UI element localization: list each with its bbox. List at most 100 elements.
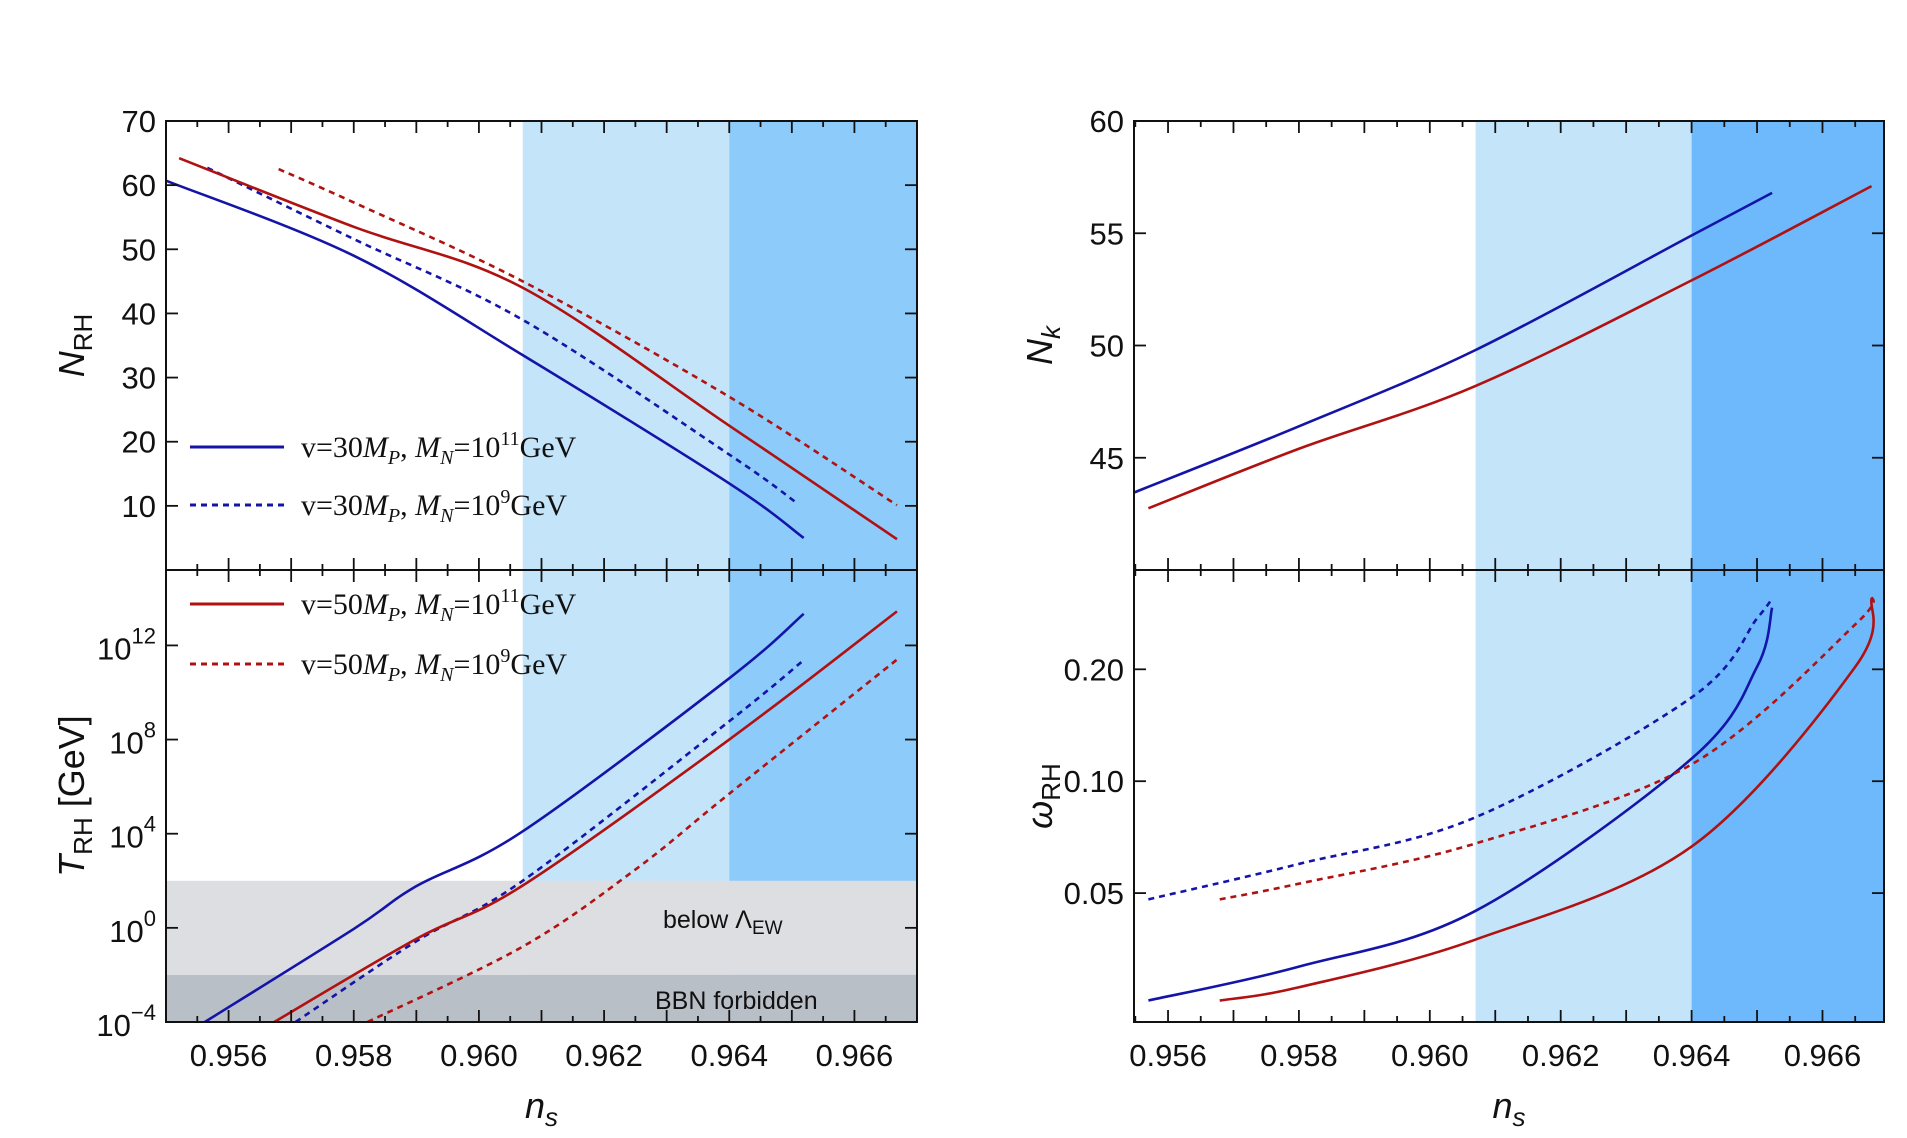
series-line-red-solid xyxy=(1219,598,1875,1002)
legend-label-part: P xyxy=(387,505,400,527)
legend-label-part: N xyxy=(439,664,455,686)
y-tick-label: 100 xyxy=(109,906,156,949)
legend-label: v=30MP, MN=109GeV xyxy=(301,486,567,527)
legend-label-part: =10 xyxy=(453,489,500,522)
x-tick-label: 0.964 xyxy=(1653,1038,1731,1073)
legend-label-part: v=30 xyxy=(301,431,363,464)
tick-base: 10 xyxy=(109,726,143,761)
x-tick-label: 0.962 xyxy=(1522,1038,1600,1073)
legend-label-part: M xyxy=(414,489,442,522)
tick-base: 10 xyxy=(109,914,143,949)
y-tick-label: 50 xyxy=(122,232,156,267)
excluded-band xyxy=(166,880,917,975)
y-tick-label: 0.10 xyxy=(1064,764,1124,799)
legend-label-part: P xyxy=(387,447,400,469)
legend-label-part: 9 xyxy=(500,645,510,667)
y-tick-label: 10 xyxy=(122,489,156,524)
legend-label-part: v=50 xyxy=(301,588,363,621)
legend-label-part: GeV xyxy=(520,431,577,464)
x-tick-label: 0.960 xyxy=(440,1038,518,1073)
tick-exponent: 8 xyxy=(144,718,156,743)
x-tick-label: 0.958 xyxy=(1260,1038,1338,1073)
legend-label-part: M xyxy=(362,648,390,681)
y-label-main: ω xyxy=(1019,801,1060,829)
legend-label-part: N xyxy=(439,505,455,527)
series-line-blue-dotted xyxy=(1148,597,1774,901)
legend-label: v=50MP, MN=109GeV xyxy=(301,645,567,686)
legend-item: v=50MP, MN=1011GeV xyxy=(190,585,577,626)
y-label-sub: RH xyxy=(68,314,98,352)
legend-label-part: M xyxy=(414,431,442,464)
tick-exponent: 4 xyxy=(144,812,156,837)
legend-item: v=50MP, MN=109GeV xyxy=(190,645,567,686)
tick-exponent: 0 xyxy=(144,906,156,931)
y-tick-label: 60 xyxy=(1090,104,1124,139)
x-axis-label: ns xyxy=(525,1085,558,1132)
y-label-sub: RH xyxy=(1036,763,1066,801)
shaded-region-dark xyxy=(729,121,917,570)
series-line-blue-solid xyxy=(204,612,805,1022)
legend-label-part: N xyxy=(439,447,455,469)
band-label-sub: EW xyxy=(752,918,783,939)
legend-label: v=50MP, MN=1011GeV xyxy=(301,585,577,626)
panel-nk: 45 50 55 60 Nk xyxy=(1019,104,1885,571)
y-tick-label: 50 xyxy=(1090,329,1124,364)
tick-base: 10 xyxy=(97,631,131,666)
y-axis-label: NRH xyxy=(51,314,98,378)
band-label: BBN forbidden xyxy=(655,987,818,1015)
x-label-main: n xyxy=(525,1085,545,1126)
legend-label-part: , xyxy=(400,588,415,621)
legend-label: v=30MP, MN=1011GeV xyxy=(301,428,577,469)
legend-label-part: M xyxy=(362,431,390,464)
y-axis-label: TRH [GeV] xyxy=(51,715,98,877)
legend-label-part: M xyxy=(414,588,442,621)
series-line-red-solid xyxy=(273,610,898,1022)
y-tick-label: 1012 xyxy=(97,623,156,666)
y-label-sub: RH xyxy=(68,817,98,855)
tick-exponent: −4 xyxy=(131,1000,156,1025)
x-tick-label: 0.964 xyxy=(690,1038,768,1073)
y-tick-label: 40 xyxy=(122,296,156,331)
legend-label-part: P xyxy=(387,664,400,686)
legend-label-part: GeV xyxy=(520,588,577,621)
y-label-main: N xyxy=(1019,338,1060,365)
legend-label-part: M xyxy=(414,648,442,681)
series-line-blue-dotted xyxy=(206,166,799,505)
y-tick-label: 104 xyxy=(109,812,156,855)
series-line-red-solid xyxy=(178,156,898,541)
shaded-region-light xyxy=(1475,570,1692,1022)
y-label-main: T xyxy=(51,852,92,877)
series-line-red-dotted xyxy=(366,658,898,1022)
x-label-sub: s xyxy=(545,1102,558,1132)
y-tick-label: 0.20 xyxy=(1064,652,1124,687)
legend-label-part: N xyxy=(439,604,455,626)
tick-base: 10 xyxy=(109,820,143,855)
legend-label-part: , xyxy=(400,431,415,464)
legend-label-part: 11 xyxy=(500,428,519,450)
panel-trh: below ΛEW BBN forbidden 0.956 0.958 0.960 0.9… xyxy=(51,569,918,1132)
x-label-main: n xyxy=(1492,1085,1512,1126)
legend-label-part: v=50 xyxy=(301,648,363,681)
y-label-unit: [GeV] xyxy=(51,715,92,817)
legend-label-part: M xyxy=(362,489,390,522)
legend-label-part: M xyxy=(362,588,390,621)
series-line-red-solid xyxy=(1147,184,1873,510)
x-label-sub: s xyxy=(1513,1102,1526,1132)
shaded-region-dark xyxy=(1691,570,1884,1022)
x-tick-label: 0.956 xyxy=(1129,1038,1207,1073)
y-tick-label: 30 xyxy=(122,361,156,396)
legend-label-part: =10 xyxy=(453,648,500,681)
y-axis-label: Nk xyxy=(1019,324,1066,365)
panel-omega: 0.956 0.958 0.960 0.962 0.964 0.966 0.05 0.10 0.… xyxy=(1019,569,1885,1132)
shaded-region-light xyxy=(522,121,730,570)
plot-frame xyxy=(1133,569,1885,1023)
shaded-region-dark xyxy=(1691,121,1884,570)
y-tick-label: 20 xyxy=(122,425,156,460)
legend-label-part: =10 xyxy=(453,431,500,464)
tick-base: 10 xyxy=(96,1008,130,1043)
legend-item: v=30MP, MN=109GeV xyxy=(190,486,567,527)
legend-item: v=30MP, MN=1011GeV xyxy=(190,428,577,469)
